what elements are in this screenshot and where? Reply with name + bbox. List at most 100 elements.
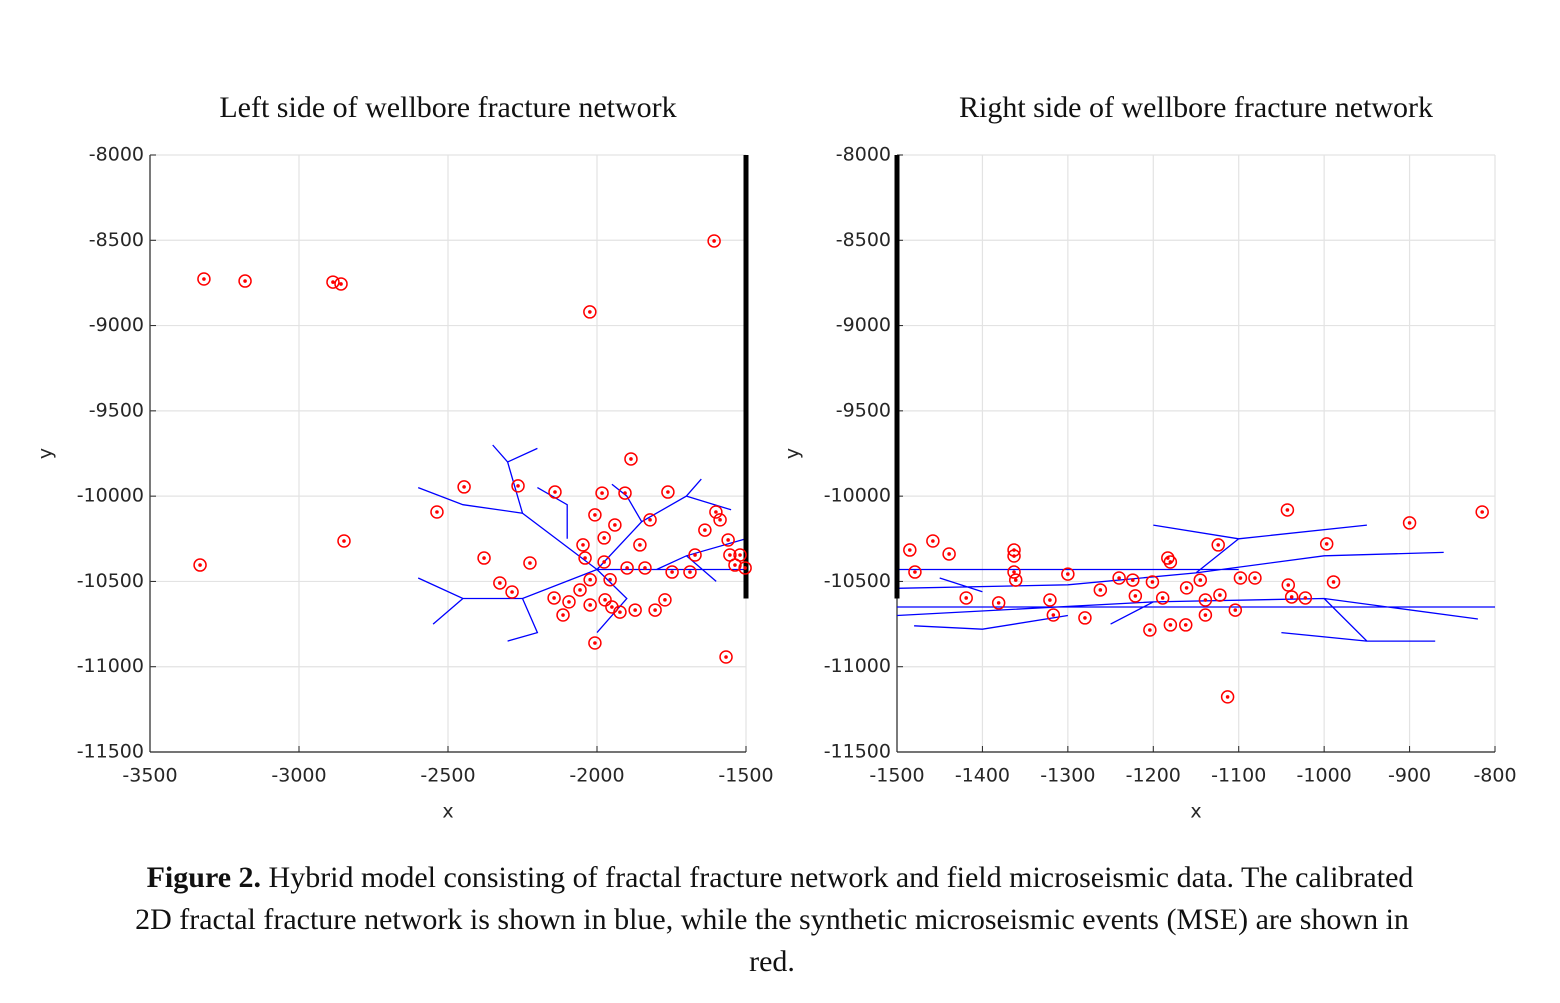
- marker-ring: [505, 585, 519, 599]
- marker-dot: [608, 577, 612, 582]
- marker-ring: [547, 591, 561, 605]
- marker-dot: [510, 590, 514, 594]
- x-tick-label: -900: [1388, 765, 1431, 787]
- plot: -11500 -11000 -10500 -10000 -9500 -9000 -8500 -…: [782, 91, 1517, 823]
- marker-dot: [198, 563, 202, 567]
- marker-dot: [603, 598, 607, 602]
- marker-dot: [1285, 508, 1290, 512]
- event-marker: [1008, 573, 1023, 587]
- x-tick-label: -2500: [420, 765, 475, 787]
- marker-ring: [1126, 573, 1140, 587]
- event-marker: [628, 603, 642, 617]
- event-marker: [658, 593, 672, 607]
- event-marker: [1198, 608, 1213, 622]
- fracture-network: [896, 524, 1495, 642]
- event-marker: [638, 561, 652, 575]
- event-marker: [598, 593, 612, 607]
- event-marker: [1228, 603, 1243, 617]
- marker-ring: [576, 538, 590, 552]
- event-marker: [683, 565, 697, 579]
- event-marker: [1007, 549, 1021, 563]
- event-marker: [624, 452, 638, 466]
- event-marker: [603, 572, 617, 587]
- marker-ring: [1228, 603, 1243, 617]
- marker-ring: [598, 593, 612, 607]
- event-marker: [1128, 589, 1143, 603]
- marker-dot: [623, 491, 627, 495]
- marker-ring: [1093, 583, 1108, 597]
- marker-dot: [1012, 554, 1016, 558]
- event-marker: [713, 513, 727, 527]
- event-marker: [620, 561, 634, 575]
- marker-dot: [1130, 578, 1135, 582]
- marker-dot: [653, 608, 657, 612]
- marker-ring: [1145, 575, 1160, 589]
- event-marker: [588, 636, 602, 650]
- marker-ring: [608, 518, 622, 532]
- marker-ring: [1046, 608, 1061, 622]
- marker-dot: [1324, 542, 1329, 546]
- marker-dot: [581, 543, 585, 547]
- event-marker: [1043, 593, 1057, 607]
- marker-ring: [1128, 589, 1143, 603]
- marker-dot: [588, 310, 592, 314]
- marker-ring: [719, 650, 733, 664]
- event-marker: [1233, 571, 1248, 585]
- caption-text: 2D fractal fracture network is shown in …: [135, 903, 1409, 936]
- x-tick-label: -1000: [1297, 765, 1352, 787]
- event-marker: [1281, 578, 1296, 592]
- event-marker: [326, 275, 340, 289]
- marker-dot: [1160, 596, 1165, 600]
- event-marker: [688, 548, 702, 562]
- marker-dot: [633, 608, 637, 612]
- marker-ring: [326, 275, 340, 289]
- marker-dot: [670, 570, 674, 574]
- marker-dot: [588, 577, 592, 582]
- marker-ring: [578, 551, 592, 565]
- marker-dot: [1066, 572, 1070, 576]
- marker-ring: [562, 595, 576, 609]
- marker-dot: [1303, 596, 1308, 600]
- marker-dot: [1083, 616, 1087, 620]
- event-marker: [1093, 583, 1108, 597]
- x-tick-label: -2000: [569, 765, 624, 787]
- marker-ring: [1281, 578, 1296, 592]
- event-marker: [493, 576, 507, 590]
- event-marker: [1319, 537, 1334, 551]
- event-marker: [1298, 591, 1313, 605]
- marker-ring: [738, 561, 752, 575]
- y-tick-label: -10000: [824, 485, 891, 507]
- marker-ring: [1078, 611, 1092, 625]
- event-marker: [721, 533, 735, 547]
- marker-ring: [588, 508, 602, 522]
- marker-ring: [633, 538, 647, 552]
- marker-dot: [1184, 586, 1189, 590]
- y-tick-label: -9500: [836, 399, 891, 421]
- marker-dot: [1253, 576, 1257, 580]
- marker-ring: [457, 480, 471, 494]
- marker-ring: [1178, 618, 1193, 632]
- marker-dot: [593, 641, 597, 645]
- y-axis-label: y: [782, 448, 804, 459]
- y-tick-label: -11500: [77, 741, 144, 763]
- event-marker: [1061, 567, 1075, 581]
- marker-ring: [698, 523, 712, 537]
- marker-ring: [511, 479, 525, 493]
- marker-ring: [643, 513, 657, 527]
- marker-ring: [683, 565, 697, 579]
- marker-dot: [342, 539, 346, 543]
- marker-ring: [583, 305, 597, 319]
- marker-dot: [331, 280, 335, 284]
- marker-dot: [516, 484, 520, 488]
- event-marker: [597, 531, 611, 545]
- marker-dot: [714, 510, 718, 514]
- event-marker: [562, 595, 576, 609]
- marker-ring: [1319, 537, 1334, 551]
- plot: -11500 -11000 -10500 -10000 -9500 -9000 -8500 -…: [35, 91, 774, 823]
- marker-dot: [1203, 598, 1208, 602]
- caption-text: Hybrid model consisting of fractal fract…: [269, 861, 1414, 894]
- marker-dot: [688, 570, 692, 574]
- event-marker: [643, 513, 657, 527]
- marker-dot: [1286, 583, 1291, 587]
- marker-ring: [1298, 591, 1313, 605]
